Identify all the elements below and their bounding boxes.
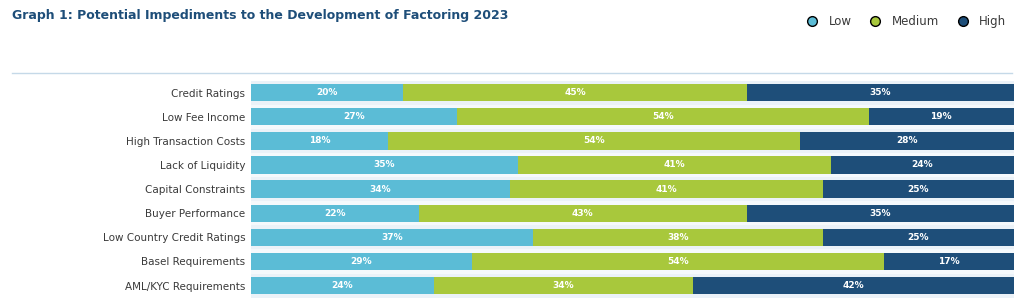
Bar	[388, 132, 800, 149]
Bar	[830, 156, 1014, 174]
Bar	[693, 277, 1014, 294]
Bar	[823, 181, 1014, 198]
Legend: Low, Medium, High: Low, Medium, High	[796, 10, 1011, 33]
Text: 41%: 41%	[655, 185, 678, 194]
Bar	[251, 156, 518, 174]
Bar	[251, 205, 419, 222]
Text: 38%: 38%	[668, 233, 689, 242]
Text: 43%: 43%	[572, 209, 594, 218]
Bar	[251, 229, 534, 246]
Text: 22%: 22%	[324, 209, 345, 218]
Text: 34%: 34%	[370, 185, 391, 194]
Bar	[251, 132, 388, 149]
Bar	[251, 153, 1014, 177]
Text: 54%: 54%	[584, 136, 605, 145]
Bar	[403, 84, 746, 101]
Text: 28%: 28%	[896, 136, 918, 145]
Text: 34%: 34%	[553, 281, 574, 290]
Text: 45%: 45%	[564, 88, 586, 97]
Bar	[251, 274, 1014, 298]
Text: 54%: 54%	[652, 112, 674, 121]
Text: 35%: 35%	[869, 88, 891, 97]
Bar	[251, 277, 434, 294]
Text: 19%: 19%	[931, 112, 952, 121]
Bar	[251, 181, 510, 198]
Text: 17%: 17%	[938, 257, 959, 266]
Bar	[251, 225, 1014, 249]
Bar	[746, 205, 1014, 222]
Bar	[251, 129, 1014, 153]
Bar	[534, 229, 823, 246]
Text: 27%: 27%	[343, 112, 365, 121]
Bar	[518, 156, 830, 174]
Text: 35%: 35%	[869, 209, 891, 218]
Bar	[251, 201, 1014, 225]
Bar	[251, 253, 472, 270]
Text: 54%: 54%	[668, 257, 689, 266]
Text: 25%: 25%	[907, 233, 929, 242]
Text: 37%: 37%	[381, 233, 402, 242]
Text: 41%: 41%	[664, 160, 685, 170]
Bar	[251, 108, 457, 125]
Bar	[884, 253, 1014, 270]
Bar	[823, 229, 1014, 246]
Bar	[868, 108, 1014, 125]
Text: 35%: 35%	[374, 160, 395, 170]
Text: 24%: 24%	[911, 160, 933, 170]
Text: 20%: 20%	[316, 88, 338, 97]
Bar	[800, 132, 1014, 149]
Bar	[472, 253, 884, 270]
Text: 24%: 24%	[332, 281, 353, 290]
Text: Graph 1: Potential Impediments to the Development of Factoring 2023: Graph 1: Potential Impediments to the De…	[12, 9, 509, 22]
Bar	[251, 249, 1014, 274]
Text: 25%: 25%	[907, 185, 929, 194]
Text: 29%: 29%	[350, 257, 373, 266]
Bar	[510, 181, 823, 198]
Bar	[746, 84, 1014, 101]
Bar	[251, 81, 1014, 105]
Bar	[251, 84, 403, 101]
Bar	[457, 108, 868, 125]
Text: 42%: 42%	[843, 281, 864, 290]
Bar	[419, 205, 746, 222]
Text: 18%: 18%	[309, 136, 331, 145]
Bar	[251, 177, 1014, 201]
Bar	[434, 277, 693, 294]
Bar	[251, 105, 1014, 129]
